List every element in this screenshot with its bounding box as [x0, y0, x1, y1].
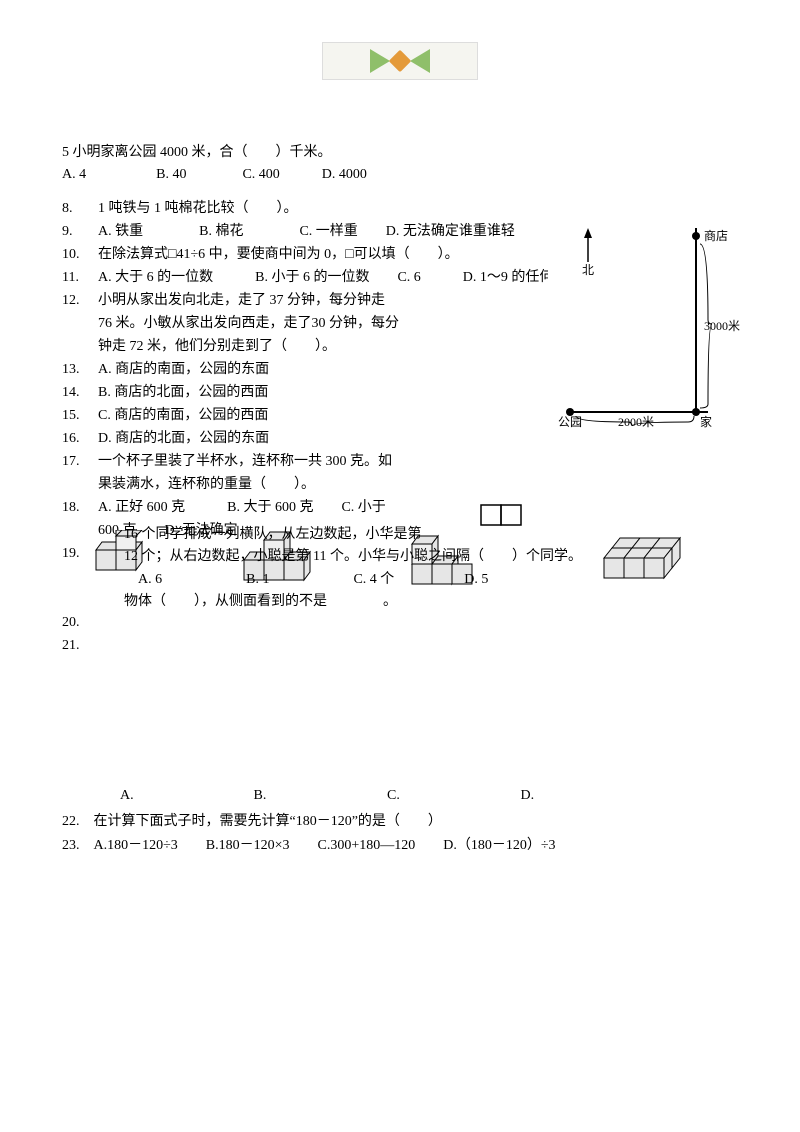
ans-c: C.: [387, 788, 517, 804]
header-logo: [322, 42, 478, 80]
q5-text: 5 小明家离公园 4000 米，合（ ）千米。: [62, 142, 738, 164]
map-diagram: 北 商店 家 公园 3000米 2000米: [548, 220, 744, 446]
n9: 9.: [62, 220, 80, 243]
n11: 11.: [62, 266, 80, 289]
l9: A. 铁重 B. 棉花 C. 一样重 D. 无法确定谁重谁轻: [84, 220, 544, 243]
logo-center: [389, 50, 412, 73]
question-body: 1 吨铁与 1 吨棉花比较（ ）。 A. 铁重 B. 棉花 C. 一样重 D. …: [84, 197, 544, 542]
l12b: 76 米。小敏从家出发向西走，走了30 分钟，每分: [84, 312, 544, 335]
home-label: 家: [700, 414, 712, 429]
q22-num: 22.: [62, 814, 80, 829]
mid1: 16 个同学排成一列横队，从左边数起，小华是第: [124, 524, 684, 546]
n21: 21.: [62, 634, 80, 657]
n16: 16.: [62, 427, 80, 450]
n19b: [62, 565, 80, 588]
q22-23: 22. 在计算下面式子时，需要先计算“180－120”的是（ ） 23. A.1…: [62, 810, 556, 858]
l17c: A. 正好 600 克 B. 大于 600 克 C. 小于: [84, 496, 544, 519]
ans-a: A.: [120, 788, 250, 804]
l12a: 小明从家出发向北走，走了 37 分钟，每分钟走: [84, 289, 544, 312]
ans-b: B.: [254, 788, 384, 804]
n15: 15.: [62, 404, 80, 427]
n14: 14.: [62, 381, 80, 404]
shop-label: 商店: [704, 228, 728, 243]
n17: 17.: [62, 450, 80, 473]
n8: 8.: [62, 197, 80, 220]
midtext: 16 个同学排成一列横队，从左边数起，小华是第 12 个；从右边数起，小聪是第 …: [124, 546, 684, 614]
n17b: [62, 473, 80, 496]
mid4: 物体（ ），从侧面看到的不是 。: [124, 591, 684, 613]
content-block: 5 小明家离公园 4000 米，合（ ）千米。 A. 4 B. 40 C. 40…: [62, 142, 738, 187]
q22-text: 在计算下面式子时，需要先计算“180－120”的是（ ）: [80, 814, 442, 829]
logo-bowtie: [370, 49, 430, 73]
l14: B. 商店的北面，公园的西面: [84, 381, 544, 404]
n18: 18.: [62, 496, 80, 519]
q5-opts: A. 4 B. 40 C. 400 D. 4000: [62, 164, 738, 186]
n20: 20.: [62, 611, 80, 634]
number-column: 8. 9. 10. 11. 12. 13. 14. 15. 16. 17. 18…: [62, 197, 80, 657]
n18b: [62, 519, 80, 542]
n12: 12.: [62, 289, 80, 312]
abcd-row: A. B. C. D.: [120, 788, 680, 804]
l13: A. 商店的南面，公园的东面: [84, 358, 544, 381]
ans-d: D.: [521, 788, 651, 804]
mid3: A. 6 B. 1 C. 4 个 D. 5: [124, 569, 684, 591]
l12c: 钟走 72 米，他们分别走到了（ ）。: [84, 335, 544, 358]
park-label: 公园: [558, 415, 582, 429]
n10: 10.: [62, 243, 80, 266]
l8: 1 吨铁与 1 吨棉花比较（ ）。: [84, 197, 544, 220]
q23-text: A.180－120÷3 B.180－120×3 C.300+180—120 D.…: [80, 838, 556, 853]
l15: C. 商店的南面，公园的西面: [84, 404, 544, 427]
l17a: 一个杯子里装了半杯水，连杯称一共 300 克。如: [84, 450, 544, 473]
l17b: 果装满水，连杯称的重量（ ）。: [84, 473, 544, 496]
l10: 在除法算式□41÷6 中，要使商中间为 0，□可以填（ ）。: [84, 243, 544, 266]
mid2: 12 个；从右边数起，小聪是第 11 个。小华与小聪之间隔（ ）个同学。: [124, 546, 684, 568]
q23-num: 23.: [62, 838, 80, 853]
n12c: [62, 335, 80, 358]
l16: D. 商店的北面，公园的东面: [84, 427, 544, 450]
north-label: 北: [582, 263, 594, 277]
n13: 13.: [62, 358, 80, 381]
n12b: [62, 312, 80, 335]
dist-v: 3000米: [704, 319, 740, 333]
n19c: [62, 588, 80, 611]
n19: 19.: [62, 542, 80, 565]
